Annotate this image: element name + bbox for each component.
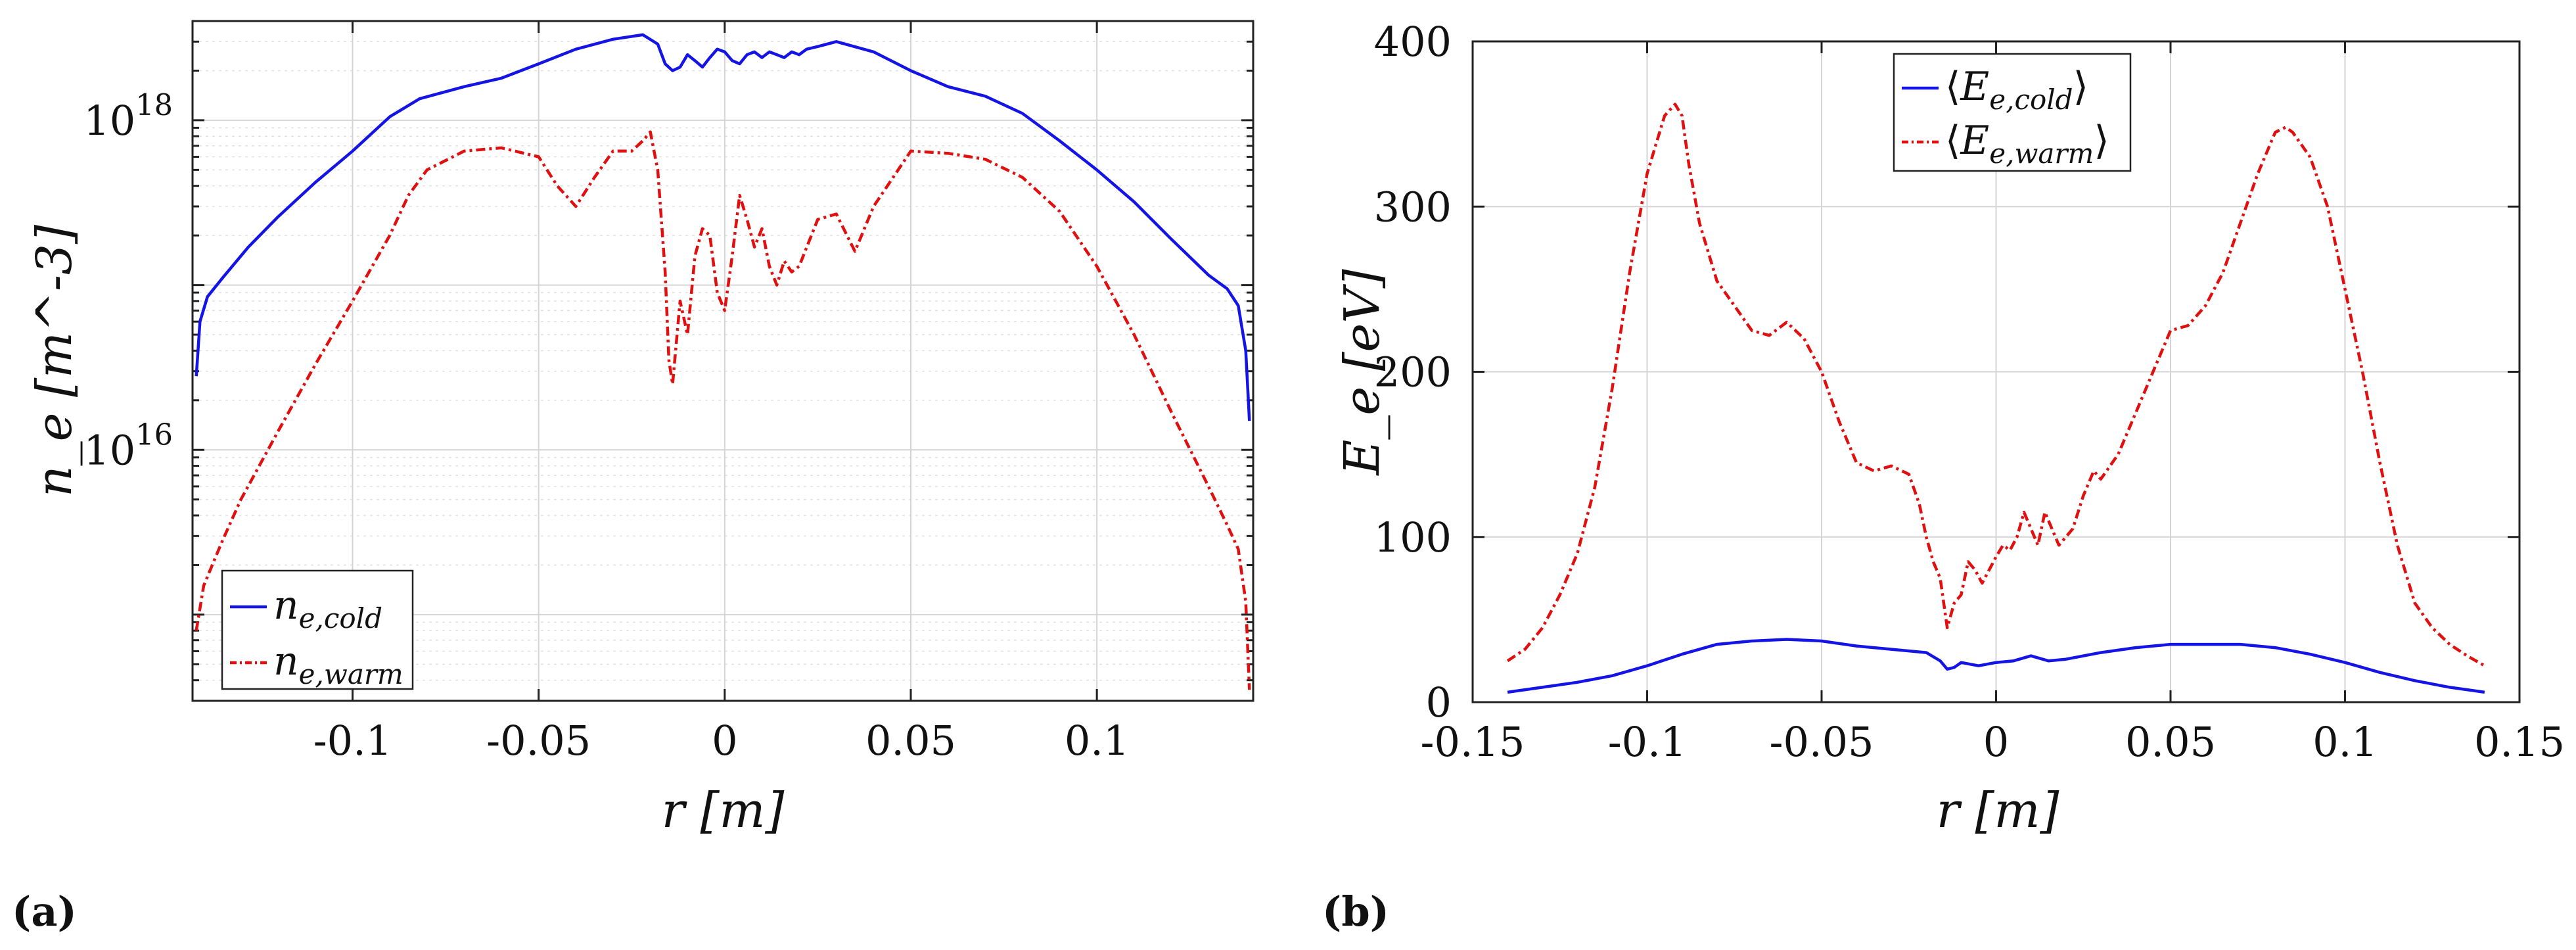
x-tick-label: -0.1 (313, 717, 392, 765)
y-tick-label: 1016 (83, 417, 173, 474)
x-tick-label: 0.05 (2125, 718, 2216, 766)
panel-a-label: (a) (12, 888, 77, 936)
legend-box (221, 569, 414, 690)
plot-frame (1471, 40, 2521, 703)
x-tick-label: 0 (712, 717, 737, 765)
series-line-e-warm (1506, 103, 2486, 667)
y-axis-label: E_e [eV] (1334, 269, 1391, 476)
x-tick-label: 0 (1983, 718, 2009, 766)
series-line-e-cold (195, 33, 1251, 421)
panel-b-label: (b) (1322, 888, 1389, 936)
x-tick-label: -0.05 (1770, 718, 1874, 766)
x-tick-label: 0.1 (1065, 717, 1130, 765)
y-axis-label: n_e [m^-3] (26, 225, 83, 497)
series-line-e-cold (1507, 638, 2485, 694)
y-tick-label: 400 (1374, 18, 1452, 66)
y-tick-label: 200 (1374, 348, 1452, 396)
panel-b-chart: -0.15 -0.1 -0.05 0 0.05 0.1 0.15 0 100 200 300 400 r… (1334, 18, 2565, 839)
x-tick-label: 0.1 (2312, 718, 2378, 766)
legend-box (1893, 53, 2132, 172)
legend-label: ne,warm (273, 638, 403, 690)
x-tick-label: 0.15 (2474, 718, 2565, 766)
legend-label: ⟨Ee,warm⟩ (1945, 118, 2109, 170)
x-tick-label: -0.15 (1421, 718, 1525, 766)
plot-frame (191, 20, 1254, 702)
x-tick-label: -0.1 (1608, 718, 1687, 766)
legend-label: ⟨Ee,cold⟩ (1945, 64, 2088, 116)
panel-a-chart: -0.1 -0.05 0 0.05 0.1 1016 1018 r [m] n_e [m^-3]… (26, 20, 1254, 839)
y-tick-label: 100 (1374, 513, 1452, 561)
y-tick-label: 300 (1374, 183, 1452, 231)
x-tick-label: -0.05 (486, 717, 591, 765)
x-axis-label: r [m] (1937, 782, 2059, 839)
x-tick-label: 0.05 (865, 717, 956, 765)
x-axis-label: r [m] (662, 782, 785, 839)
series-line-e-warm (195, 130, 1251, 690)
legend-label: ne,cold (273, 582, 382, 634)
y-tick-label: 1018 (83, 88, 173, 145)
y-tick-label: 0 (1426, 678, 1452, 726)
